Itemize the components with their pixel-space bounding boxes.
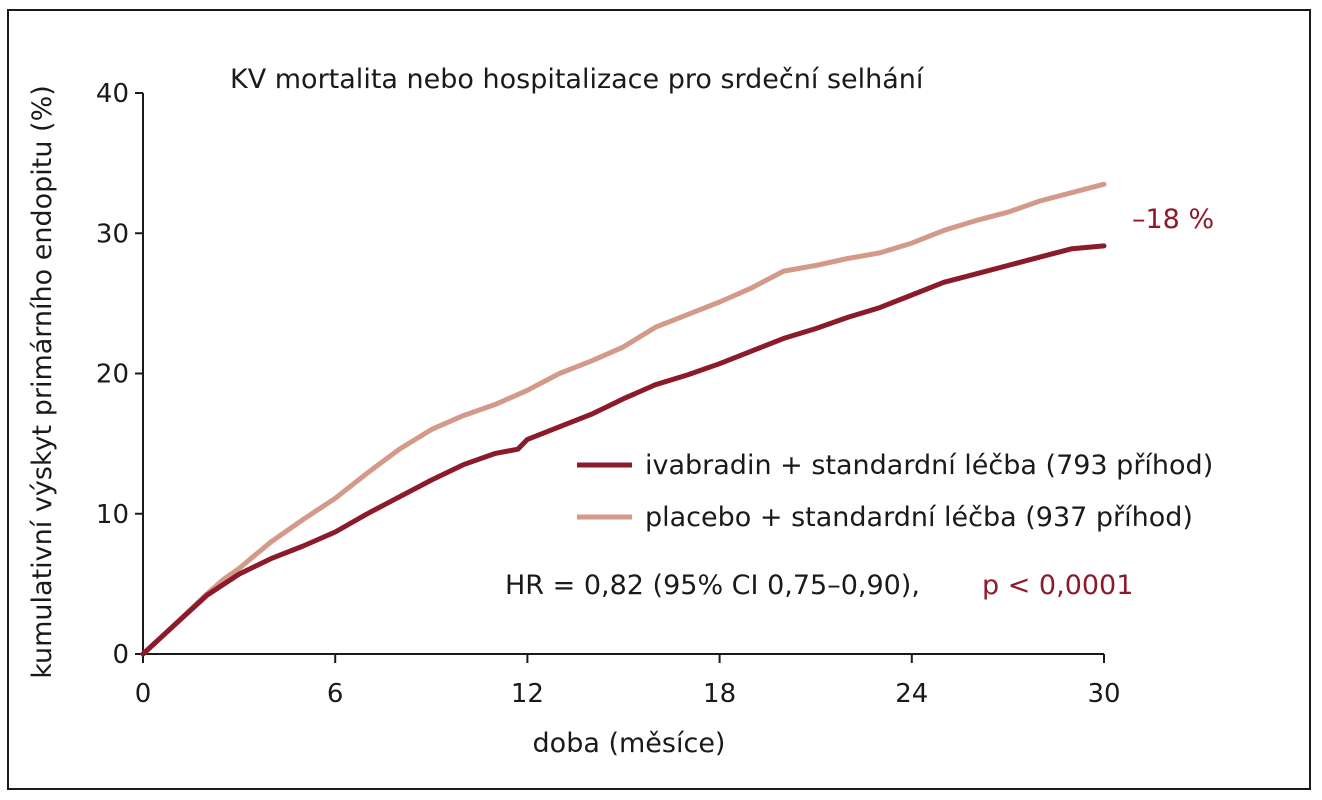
chart-frame [7, 9, 1311, 790]
annotation-hr: HR = 0,82 (95% CI 0,75–0,90), [505, 570, 920, 601]
x-axis-title: doba (měsíce) [533, 728, 726, 759]
legend-label-placebo: placebo + standardní léčba (937 příhod) [645, 502, 1193, 533]
y-axis-title: kumulativní výskyt primárního endopitu (… [27, 85, 58, 679]
x-tick-label: 18 [703, 679, 736, 709]
x-tick-label: 12 [511, 679, 544, 709]
x-tick-label: 24 [895, 679, 928, 709]
legend: ivabradin + standardní léčba (793 příhod… [577, 450, 1213, 533]
series-layer [140, 181, 1107, 657]
y-tick-label: 30 [96, 219, 129, 249]
x-tick-label: 6 [327, 679, 344, 709]
x-tick-label: 0 [135, 679, 152, 709]
series-line-ivabradin [140, 243, 1107, 657]
x-ticks: 0 6 12 18 24 30 [135, 654, 1121, 709]
y-tick-label: 0 [112, 640, 129, 670]
annotation-reduction: –18 % [1132, 204, 1214, 235]
y-ticks: 0 10 20 30 40 [96, 79, 143, 670]
y-tick-label: 20 [96, 360, 129, 390]
x-tick-label: 30 [1087, 679, 1120, 709]
legend-label-ivabradin: ivabradin + standardní léčba (793 příhod… [645, 450, 1213, 481]
y-tick-label: 40 [96, 79, 129, 109]
chart-title: KV mortalita nebo hospitalizace pro srde… [230, 64, 925, 95]
y-tick-label: 10 [96, 500, 129, 530]
annotation-p-value: p < 0,0001 [982, 570, 1133, 601]
series-line-placebo [140, 181, 1107, 657]
